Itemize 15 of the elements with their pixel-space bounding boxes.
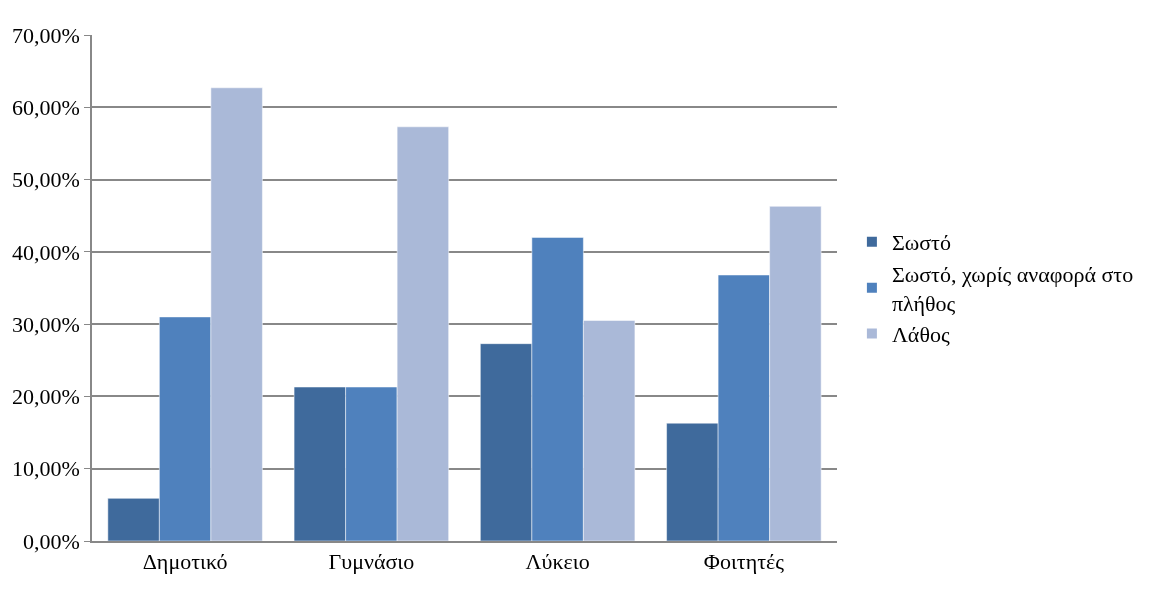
- legend-label: Σωστό: [891, 230, 951, 256]
- y-tick-label: 20,00%: [12, 384, 80, 410]
- y-tick-label: 40,00%: [12, 239, 80, 265]
- x-tick-label: Δημοτικό: [142, 549, 228, 575]
- y-tick-label: 60,00%: [12, 94, 80, 120]
- y-tick-label: 50,00%: [12, 167, 80, 193]
- y-tick-label: 10,00%: [12, 456, 80, 482]
- x-tick-label: Λύκειο: [525, 549, 590, 575]
- x-tick-label: Φοιτητές: [703, 549, 785, 575]
- y-tick-label: 30,00%: [12, 311, 80, 337]
- legend-label: Λάθος: [891, 322, 950, 348]
- x-tick-label: Γυμνάσιο: [328, 549, 415, 575]
- y-tick-label: 70,00%: [12, 22, 80, 48]
- legend-label: Σωστό, χωρίς αναφορά στο πλήθος: [891, 261, 1134, 316]
- y-tick-label: 0,00%: [23, 528, 80, 554]
